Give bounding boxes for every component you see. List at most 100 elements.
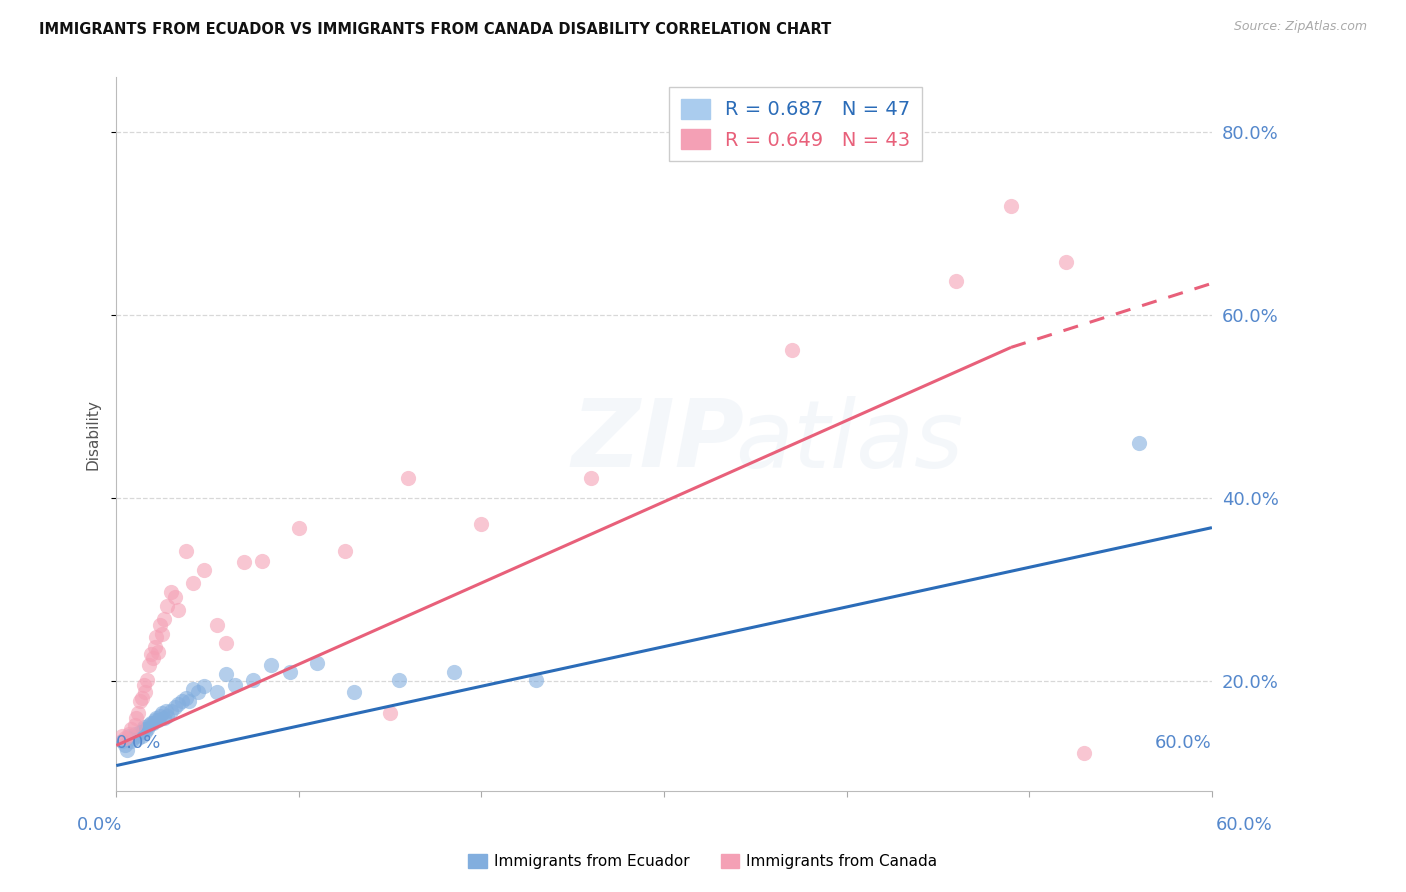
Point: [114, 731, 136, 745]
Point: [1054, 255, 1077, 269]
Point: [152, 711, 174, 725]
Point: [307, 656, 329, 670]
Legend: Immigrants from Ecuador, Immigrants from Canada: Immigrants from Ecuador, Immigrants from…: [463, 848, 943, 875]
Text: 0.0%: 0.0%: [117, 734, 162, 752]
Point: [1000, 198, 1022, 212]
Point: [129, 694, 152, 708]
Point: [142, 651, 165, 665]
Text: Source: ZipAtlas.com: Source: ZipAtlas.com: [1233, 20, 1367, 33]
Point: [138, 718, 160, 732]
Point: [187, 685, 209, 699]
Point: [167, 698, 190, 712]
Point: [111, 729, 134, 743]
Point: [136, 673, 159, 687]
Point: [129, 724, 152, 739]
Point: [131, 729, 153, 743]
Point: [163, 590, 186, 604]
Point: [181, 681, 204, 696]
Text: ZIP: ZIP: [571, 395, 744, 487]
Point: [115, 743, 138, 757]
Legend: R = 0.687   N = 47, R = 0.649   N = 43: R = 0.687 N = 47, R = 0.649 N = 43: [669, 87, 922, 161]
Point: [288, 521, 311, 535]
Point: [160, 584, 183, 599]
Point: [125, 711, 148, 725]
Point: [945, 274, 967, 288]
Point: [252, 553, 274, 567]
Text: 60.0%: 60.0%: [1216, 816, 1272, 834]
Point: [579, 471, 602, 485]
Point: [193, 563, 215, 577]
Point: [149, 617, 172, 632]
Point: [134, 685, 156, 699]
Point: [780, 343, 803, 358]
Point: [343, 685, 366, 699]
Point: [215, 636, 238, 650]
Point: [136, 722, 159, 736]
Point: [132, 678, 155, 692]
Point: [145, 631, 167, 645]
Point: [139, 715, 162, 730]
Point: [127, 731, 149, 745]
Point: [233, 556, 256, 570]
Point: [215, 667, 238, 681]
Point: [167, 603, 190, 617]
Point: [333, 544, 356, 558]
Point: [125, 729, 148, 743]
Text: IMMIGRANTS FROM ECUADOR VS IMMIGRANTS FROM CANADA DISABILITY CORRELATION CHART: IMMIGRANTS FROM ECUADOR VS IMMIGRANTS FR…: [39, 22, 831, 37]
Point: [127, 706, 149, 721]
Point: [443, 665, 465, 680]
Point: [134, 724, 156, 739]
Point: [155, 704, 177, 718]
Point: [398, 471, 420, 485]
Point: [152, 612, 174, 626]
Point: [124, 727, 146, 741]
Point: [205, 685, 228, 699]
Point: [124, 718, 146, 732]
Text: 0.0%: 0.0%: [77, 816, 122, 834]
Point: [160, 704, 183, 718]
Point: [138, 657, 160, 672]
Point: [242, 673, 264, 687]
Text: 60.0%: 60.0%: [1156, 734, 1212, 752]
Point: [380, 706, 402, 721]
Point: [156, 599, 179, 614]
Point: [181, 575, 204, 590]
Point: [111, 734, 134, 748]
Text: atlas: atlas: [735, 396, 963, 487]
Point: [150, 627, 173, 641]
Point: [114, 739, 136, 753]
Point: [139, 647, 162, 661]
Point: [205, 617, 228, 632]
Point: [1073, 746, 1095, 760]
Point: [1128, 436, 1150, 450]
Point: [470, 516, 492, 531]
Point: [120, 722, 142, 736]
Point: [131, 690, 153, 705]
Point: [193, 679, 215, 693]
Point: [224, 678, 246, 692]
Point: [118, 729, 141, 743]
Point: [132, 720, 155, 734]
Point: [142, 715, 165, 730]
Point: [149, 709, 172, 723]
Point: [278, 665, 301, 680]
Point: [150, 706, 173, 721]
Point: [260, 657, 283, 672]
Point: [120, 734, 142, 748]
Point: [170, 694, 193, 708]
Point: [143, 713, 166, 727]
Point: [174, 544, 197, 558]
Point: [174, 690, 197, 705]
Point: [121, 731, 143, 745]
Point: [145, 711, 167, 725]
Point: [388, 673, 411, 687]
Point: [148, 713, 170, 727]
Point: [148, 645, 170, 659]
Point: [156, 709, 179, 723]
Point: [132, 722, 155, 736]
Point: [524, 673, 547, 687]
Point: [143, 640, 166, 654]
Point: [118, 727, 141, 741]
Y-axis label: Disability: Disability: [86, 399, 100, 470]
Point: [179, 694, 201, 708]
